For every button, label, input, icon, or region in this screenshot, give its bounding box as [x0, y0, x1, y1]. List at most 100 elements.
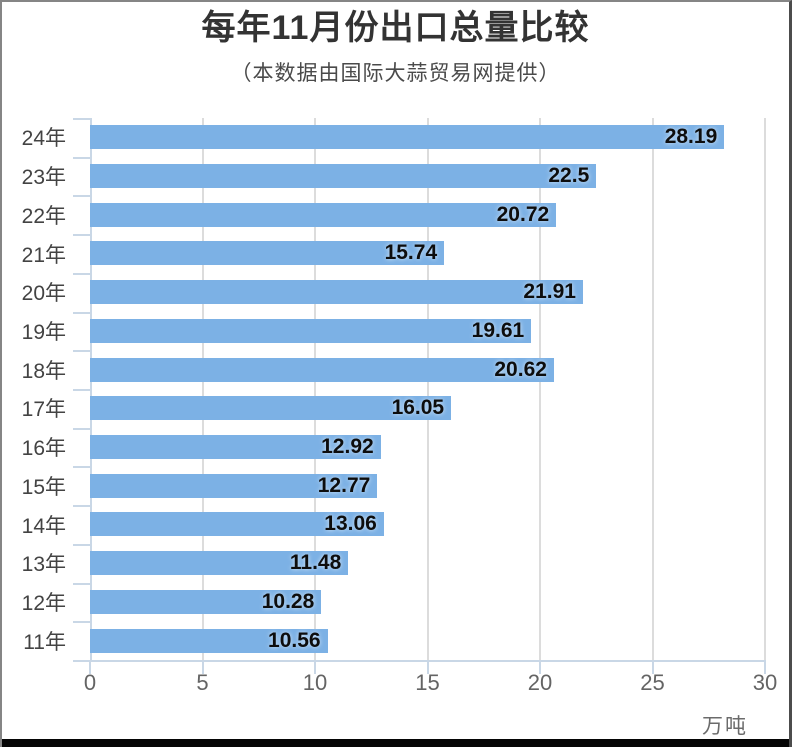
- bar-value-label: 15.74: [384, 241, 438, 265]
- bar-12年: 10.28: [90, 589, 322, 614]
- bar-18年: 20.62: [90, 357, 554, 382]
- x-axis-tick-label: 5: [196, 670, 209, 695]
- y-axis-tick: [73, 621, 90, 623]
- bar-row: 19.61: [90, 312, 765, 351]
- bar-value-label: 19.61: [471, 318, 525, 342]
- bar-row: 28.19: [90, 118, 765, 157]
- bar-16年: 12.92: [90, 435, 381, 460]
- bar-value-label: 10.56: [268, 628, 321, 652]
- bar-14年: 13.06: [90, 512, 384, 537]
- x-axis-tick: [651, 660, 654, 674]
- y-axis-tick: [73, 234, 90, 236]
- bar-23年: 22.5: [90, 164, 597, 189]
- bar-value-label: 16.05: [391, 396, 445, 420]
- category-label-11年: 11年: [23, 630, 66, 654]
- category-label-20年: 20年: [21, 282, 66, 306]
- bottom-border-strip: [2, 739, 789, 747]
- y-axis-tick: [73, 505, 90, 507]
- y-axis-tick: [73, 466, 90, 468]
- y-axis-tick: [73, 428, 90, 430]
- category-label-19年: 19年: [21, 320, 66, 344]
- bar-19年: 19.61: [90, 318, 532, 343]
- category-label-13年: 13年: [21, 553, 66, 577]
- x-axis-tick: [764, 660, 766, 674]
- gridline-x-25: [651, 118, 654, 660]
- chart-header: 每年11月份出口总量比较 （本数据由国际大蒜贸易网提供）: [2, 9, 789, 87]
- category-label-17年: 17年: [21, 398, 66, 422]
- category-label-18年: 18年: [21, 359, 66, 383]
- y-axis-tick: [73, 157, 90, 159]
- bar-11年: 10.56: [90, 628, 328, 653]
- y-axis-tick: [73, 544, 90, 546]
- bar-row: 11.48: [90, 544, 765, 583]
- gridline-x-15: [426, 118, 429, 660]
- category-label-12年: 12年: [21, 591, 66, 615]
- bar-22年: 20.72: [90, 202, 557, 227]
- x-axis-tick: [201, 660, 204, 674]
- plot-area: 28.19 22.5 20.72 15.74 21.91 19.61 20.62 16.05 1…: [73, 118, 766, 674]
- bar-value-label: 12.77: [317, 473, 371, 497]
- x-axis-unit-label: 万吨: [702, 715, 748, 738]
- x-axis-tick-label: 10: [302, 670, 328, 695]
- bar-row: 15.74: [90, 234, 765, 273]
- gridline-x-20: [539, 118, 541, 660]
- bar-row: 21.91: [90, 273, 765, 312]
- y-axis-tick: [73, 583, 90, 585]
- gridline-x-30: [764, 118, 766, 660]
- chart-subtitle: （本数据由国际大蒜贸易网提供）: [230, 62, 561, 86]
- category-label-22年: 22年: [21, 204, 66, 228]
- y-axis-tick: [73, 273, 90, 275]
- chart-title: 每年11月份出口总量比较: [201, 9, 590, 47]
- bar-row: 10.56: [90, 621, 765, 660]
- x-axis-line: [73, 660, 765, 662]
- y-axis-tick: [73, 350, 90, 352]
- bar-15年: 12.77: [90, 473, 378, 498]
- bar-17年: 16.05: [90, 396, 452, 421]
- bar-20年: 21.91: [90, 280, 583, 305]
- bar-24年: 28.19: [90, 125, 725, 150]
- bar-value-label: 22.5: [548, 164, 590, 188]
- bar-value-label: 20.72: [496, 202, 550, 226]
- category-label-24年: 24年: [21, 127, 66, 151]
- y-axis-line: [90, 118, 92, 660]
- x-axis-tick: [314, 660, 316, 674]
- x-axis-tick-label: 15: [415, 670, 440, 695]
- gridline-x-5: [201, 118, 204, 660]
- bar-row: 12.77: [90, 466, 765, 505]
- category-label-23年: 23年: [21, 166, 66, 190]
- x-axis-tick-label: 25: [640, 670, 665, 695]
- y-axis-tick: [73, 389, 90, 391]
- y-axis-tick: [73, 118, 90, 120]
- bar-value-label: 21.91: [523, 280, 576, 304]
- bar-value-label: 28.19: [664, 125, 718, 149]
- bar-value-label: 12.92: [321, 435, 374, 459]
- category-label-14年: 14年: [21, 514, 66, 538]
- category-label-21年: 21年: [21, 243, 66, 267]
- x-axis-tick-label: 0: [83, 670, 97, 695]
- x-axis-tick-label: 30: [752, 670, 778, 695]
- y-axis-category-labels: 24年 23年 22年 21年 20年 19年 18年 17年 16年 15年 14年 13年 12年 1…: [2, 118, 66, 660]
- gridline-x-10: [314, 118, 316, 660]
- bar-row: 12.92: [90, 428, 765, 467]
- y-axis-tick: [73, 312, 90, 314]
- bar-13年: 11.48: [90, 551, 349, 576]
- bar-row: 22.5: [90, 157, 765, 196]
- y-axis-tick: [73, 195, 90, 197]
- bar-value-label: 20.62: [494, 357, 547, 381]
- category-label-16年: 16年: [21, 437, 66, 461]
- bar-row: 16.05: [90, 389, 765, 428]
- x-axis-tick: [89, 660, 91, 674]
- bar-value-label: 11.48: [289, 551, 342, 575]
- x-axis-tick-label: 20: [527, 670, 553, 695]
- bar-row: 20.62: [90, 350, 765, 389]
- category-label-15年: 15年: [21, 475, 66, 499]
- x-axis-tick-labels: 0 5 10 15 20 25 30: [84, 670, 777, 700]
- bar-row: 13.06: [90, 505, 765, 544]
- bar-value-label: 13.06: [324, 512, 377, 536]
- x-axis-tick: [426, 660, 429, 674]
- bar-21年: 15.74: [90, 241, 445, 266]
- bar-row: 10.28: [90, 583, 765, 622]
- bar-row: 20.72: [90, 195, 765, 234]
- x-axis-tick: [539, 660, 541, 674]
